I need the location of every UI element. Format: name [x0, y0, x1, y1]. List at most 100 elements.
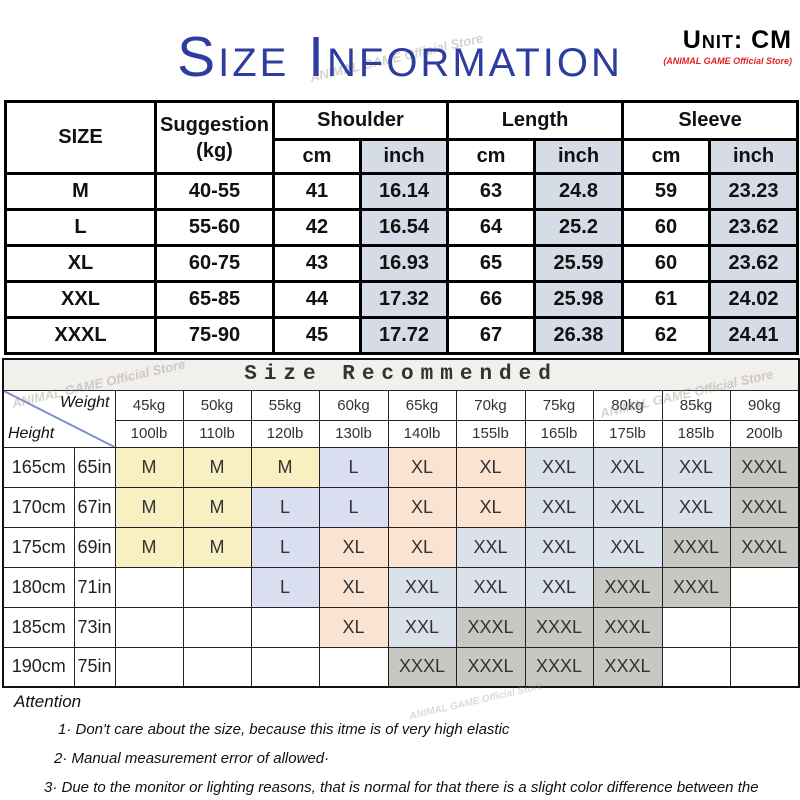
recommend-cell: XXXL [455, 606, 526, 648]
shoulder-inch-value: 16.54 [358, 208, 450, 247]
attention-section: Attention 1· Don't care about the size, … [14, 692, 788, 800]
recommend-cell [318, 646, 389, 688]
height-in-value: 75in [73, 646, 116, 688]
height-cm-value: 175cm [2, 526, 75, 568]
shoulder-inch-value: 17.72 [358, 316, 450, 355]
attention-note: 1· Don't care about the size, because th… [58, 721, 510, 738]
recommend-cell: XL [387, 446, 457, 488]
shoulder-cm-value: 41 [272, 172, 362, 211]
weight-kg-header-row: Weight Height 45kg 50kg 55kg 60kg 65kg 7… [2, 389, 800, 448]
recommend-row: 170cm 67in M M L L XL XL XXL XXL XXL XXX… [2, 486, 800, 528]
recommend-cell: M [182, 446, 252, 488]
recommend-cell: XXL [455, 566, 526, 608]
weight-lb-header: 165lb [524, 419, 594, 448]
recommend-cell: XXL [592, 446, 663, 488]
attention-note: 2· Manual measurement error of allowed· [54, 749, 330, 767]
length-cm-value: 65 [446, 244, 537, 283]
size-value: M [4, 172, 157, 211]
recommend-cell: XXXL [592, 606, 663, 648]
recommend-row: 180cm 71in L XL XXL XXL XXL XXXL XXXL [2, 566, 800, 608]
recommend-cell [661, 646, 731, 688]
size-value: XXXL [4, 316, 157, 355]
table-header-row: SIZE Suggestion (kg) Shoulder Length Sle… [4, 100, 800, 175]
sleeve-cm-value: 62 [621, 316, 712, 355]
sleeve-inch-value: 23.62 [708, 208, 800, 247]
recommend-cell: XL [318, 526, 389, 568]
weight-lb-header: 110lb [182, 419, 252, 448]
shoulder-cm-value: 45 [272, 316, 362, 355]
height-in-value: 71in [73, 566, 116, 608]
recommend-cell [182, 606, 252, 648]
recommend-cell: XXL [387, 606, 457, 648]
recommend-cell [114, 606, 184, 648]
length-inch-value: 26.38 [533, 316, 625, 355]
page-title: Size Information [177, 25, 623, 89]
sleeve-cm-value: 60 [621, 244, 712, 283]
inch-header: inch [358, 138, 450, 175]
weight-lb-header: 185lb [661, 419, 731, 448]
recommend-cell: XL [387, 486, 457, 528]
recommend-cell: XXXL [592, 566, 663, 608]
recommend-cell: XL [455, 446, 526, 488]
recommend-cell: XL [455, 486, 526, 528]
table-row: XXL 65-85 44 17.32 66 25.98 61 24.02 [4, 280, 800, 319]
shoulder-cm-value: 42 [272, 208, 362, 247]
shoulder-cm-value: 44 [272, 280, 362, 319]
recommend-cell [729, 646, 800, 688]
recommend-cell: XL [387, 526, 457, 568]
weight-kg-header: 70kg [455, 389, 526, 421]
recommend-cell: M [182, 526, 252, 568]
recommend-cell: L [318, 446, 389, 488]
length-inch-value: 25.98 [533, 280, 625, 319]
recommend-row: 185cm 73in XL XXL XXXL XXXL XXXL [2, 606, 800, 648]
height-axis-label: Height [8, 424, 55, 442]
recommend-cell: M [114, 446, 184, 488]
length-cm-value: 63 [446, 172, 537, 211]
suggestion-value: 55-60 [154, 208, 275, 247]
recommend-cell [661, 606, 731, 648]
weight-lb-header: 155lb [455, 419, 526, 448]
suggestion-value: 75-90 [154, 316, 275, 355]
weight-kg-header: 65kg [387, 389, 457, 421]
weight-kg-header: 80kg [592, 389, 663, 421]
recommend-cell: XXL [661, 486, 731, 528]
recommend-cell: M [250, 446, 320, 488]
recommend-cell: XXXL [455, 646, 526, 688]
recommend-cell: XXXL [729, 526, 800, 568]
sleeve-inch-value: 24.02 [708, 280, 800, 319]
recommend-cell: XL [318, 566, 389, 608]
weight-kg-header: 90kg [729, 389, 800, 421]
cm-header: cm [446, 138, 537, 175]
shoulder-column-header: Shoulder [271, 100, 450, 141]
weight-axis-label: Weight [59, 393, 110, 411]
recommend-cell [250, 646, 320, 688]
height-cm-value: 180cm [2, 566, 75, 608]
recommend-cell: XXL [524, 526, 594, 568]
size-measurements-table: SIZE Suggestion (kg) Shoulder Length Sle… [4, 100, 800, 355]
height-cm-value: 190cm [2, 646, 75, 688]
height-in-value: 67in [73, 486, 116, 528]
diagonal-divider [4, 391, 115, 447]
height-cm-value: 170cm [2, 486, 75, 528]
shoulder-inch-value: 16.14 [358, 172, 450, 211]
recommend-cell: XXXL [524, 646, 594, 688]
recommend-cell: XXXL [524, 606, 594, 648]
recommend-cell [114, 646, 184, 688]
sleeve-cm-value: 61 [621, 280, 712, 319]
weight-lb-header: 120lb [250, 419, 320, 448]
cm-header: cm [272, 138, 362, 175]
cm-header: cm [621, 138, 712, 175]
height-in-value: 73in [73, 606, 116, 648]
recommend-cell: XXL [592, 486, 663, 528]
recommend-cell [114, 566, 184, 608]
recommend-cell: M [114, 526, 184, 568]
height-in-value: 69in [73, 526, 116, 568]
suggestion-header-line1: Suggestion [160, 113, 269, 136]
size-value: L [4, 208, 157, 247]
length-inch-value: 25.2 [533, 208, 625, 247]
sleeve-inch-value: 23.62 [708, 244, 800, 283]
suggestion-value: 60-75 [154, 244, 275, 283]
size-column-header: SIZE [4, 100, 157, 175]
sleeve-cm-value: 60 [621, 208, 712, 247]
recommend-cell: L [250, 486, 320, 528]
